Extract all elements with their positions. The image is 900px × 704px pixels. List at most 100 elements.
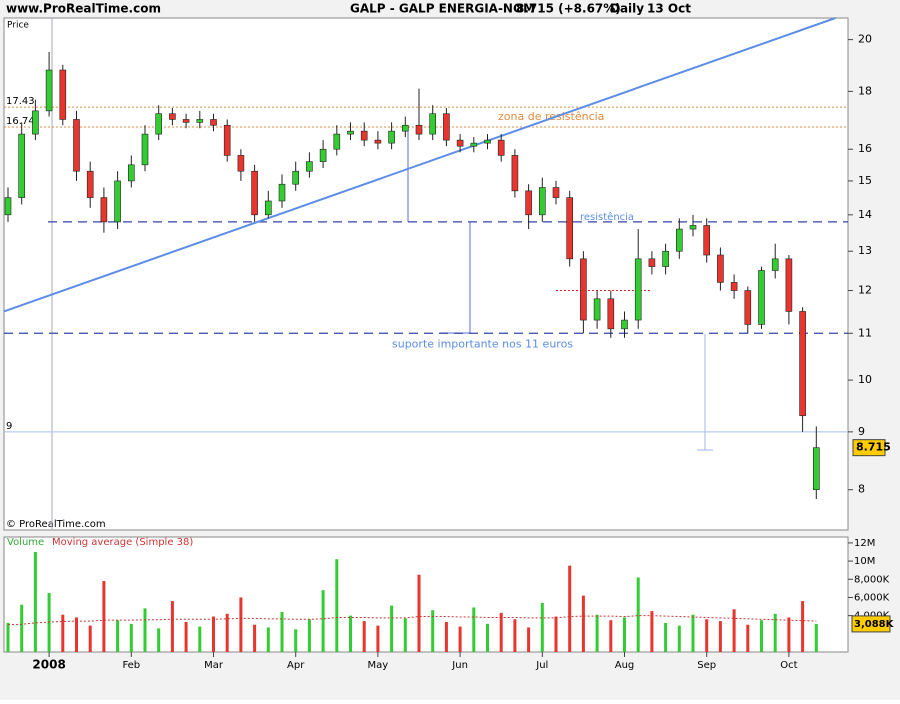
- support-label: suporte importante nos 11 euros: [392, 337, 573, 350]
- candle-body: [730, 282, 738, 291]
- y-tick-label: 14: [858, 208, 872, 221]
- candle-body: [593, 298, 601, 321]
- candle-body: [401, 124, 409, 132]
- volume-bar: [349, 615, 352, 652]
- y-tick-label: 20: [858, 33, 872, 46]
- candle-body: [634, 258, 642, 321]
- volume-tick-label: 6,000K: [854, 592, 890, 603]
- candle-body: [292, 170, 300, 185]
- candle-body: [621, 319, 628, 330]
- candle-body: [812, 447, 820, 491]
- period: Daily: [610, 2, 644, 16]
- panel-label: Price: [7, 21, 29, 31]
- candle-body: [360, 130, 368, 141]
- candle-body: [4, 197, 12, 216]
- candle-body: [525, 190, 532, 216]
- candle-body: [45, 69, 53, 112]
- volume-bar: [239, 597, 243, 652]
- x-tick-label: Apr: [287, 660, 305, 671]
- price-tag-label: 8.715: [856, 441, 891, 454]
- site: www.ProRealTime.com: [6, 2, 161, 16]
- volume-bar: [444, 622, 448, 652]
- volume-bar: [321, 590, 325, 652]
- volume-bar: [253, 624, 257, 652]
- zone-level-label: 17.43: [6, 96, 35, 107]
- volume-bar: [705, 619, 709, 652]
- trendline: [3, 17, 836, 313]
- y-tick-label: 15: [858, 174, 872, 187]
- volume-bar: [458, 626, 462, 652]
- candle-body: [237, 155, 245, 172]
- volume-bar: [609, 620, 613, 652]
- volume-bar: [595, 614, 599, 652]
- candle-body: [32, 110, 39, 135]
- volume-bar: [650, 611, 654, 652]
- candle-body: [785, 258, 793, 312]
- x-tick-label: Sep: [697, 660, 716, 671]
- price-tag: [852, 439, 886, 457]
- volume-bar: [677, 625, 681, 652]
- volume-bar: [801, 601, 805, 652]
- candle-body: [114, 180, 121, 223]
- volume-bar: [691, 614, 695, 652]
- candle-body: [484, 139, 491, 144]
- volume-bar: [198, 626, 202, 652]
- volume-bar: [294, 629, 298, 652]
- volume-bar: [499, 612, 503, 652]
- volume-bar: [623, 617, 626, 652]
- volume-bar: [568, 565, 572, 652]
- x-tick-label: Jun: [451, 660, 468, 671]
- candle-body: [662, 250, 669, 267]
- candle-body: [566, 197, 574, 260]
- volume-bar: [760, 620, 763, 652]
- volume-bar: [773, 613, 777, 652]
- candle-body: [223, 124, 231, 156]
- candle-body: [155, 113, 162, 135]
- resistance-label: resistência: [580, 211, 634, 223]
- x-tick-label: Oct: [780, 660, 797, 671]
- volume-bar: [431, 610, 435, 652]
- volume-bar: [527, 627, 531, 652]
- y-tick-label: 9: [858, 425, 865, 438]
- x-tick-label: May: [368, 660, 389, 671]
- candle-body: [306, 161, 313, 172]
- volume-bar: [513, 619, 517, 652]
- candle-body: [511, 155, 519, 192]
- ma-title: Moving average (Simple 38): [52, 537, 193, 548]
- volume-bar: [554, 616, 558, 652]
- candle-body: [538, 187, 546, 216]
- volume-bar: [143, 608, 147, 652]
- y-tick-label: 11: [858, 326, 872, 339]
- x-tick-label: Aug: [615, 660, 635, 671]
- price-panel: [3, 17, 849, 531]
- candle-body: [319, 148, 327, 162]
- y-tick-label: 10: [858, 373, 872, 386]
- candle-body: [744, 290, 752, 325]
- volume-bar: [376, 625, 380, 652]
- volume-tag: [851, 615, 891, 633]
- candle-body: [456, 139, 464, 147]
- candle-body: [497, 139, 505, 156]
- zone-label: zona de resistência: [498, 110, 604, 123]
- y-tick-label: 12: [858, 284, 872, 297]
- volume-bar: [6, 622, 10, 652]
- instrument: GALP - GALP ENERGIA-NOM: [350, 2, 535, 16]
- volume-tick-label: 10M: [854, 556, 875, 567]
- y-tick-label: 8: [858, 483, 865, 496]
- candle-body: [210, 119, 217, 126]
- volume-bar: [390, 605, 394, 652]
- quote: 8.715 (+8.67%): [516, 2, 621, 16]
- candle-body: [196, 119, 204, 123]
- zone-level-label: 16.74: [6, 116, 35, 127]
- volume-bar: [307, 619, 311, 652]
- candle-body: [689, 225, 697, 230]
- candle-body: [580, 258, 587, 321]
- candle-body: [470, 142, 478, 147]
- candle-body: [264, 200, 272, 216]
- measure-line: [697, 334, 713, 451]
- volume-bar: [212, 616, 215, 652]
- candle-body: [59, 69, 67, 120]
- candle-body: [18, 133, 26, 198]
- volume-bar: [225, 613, 229, 652]
